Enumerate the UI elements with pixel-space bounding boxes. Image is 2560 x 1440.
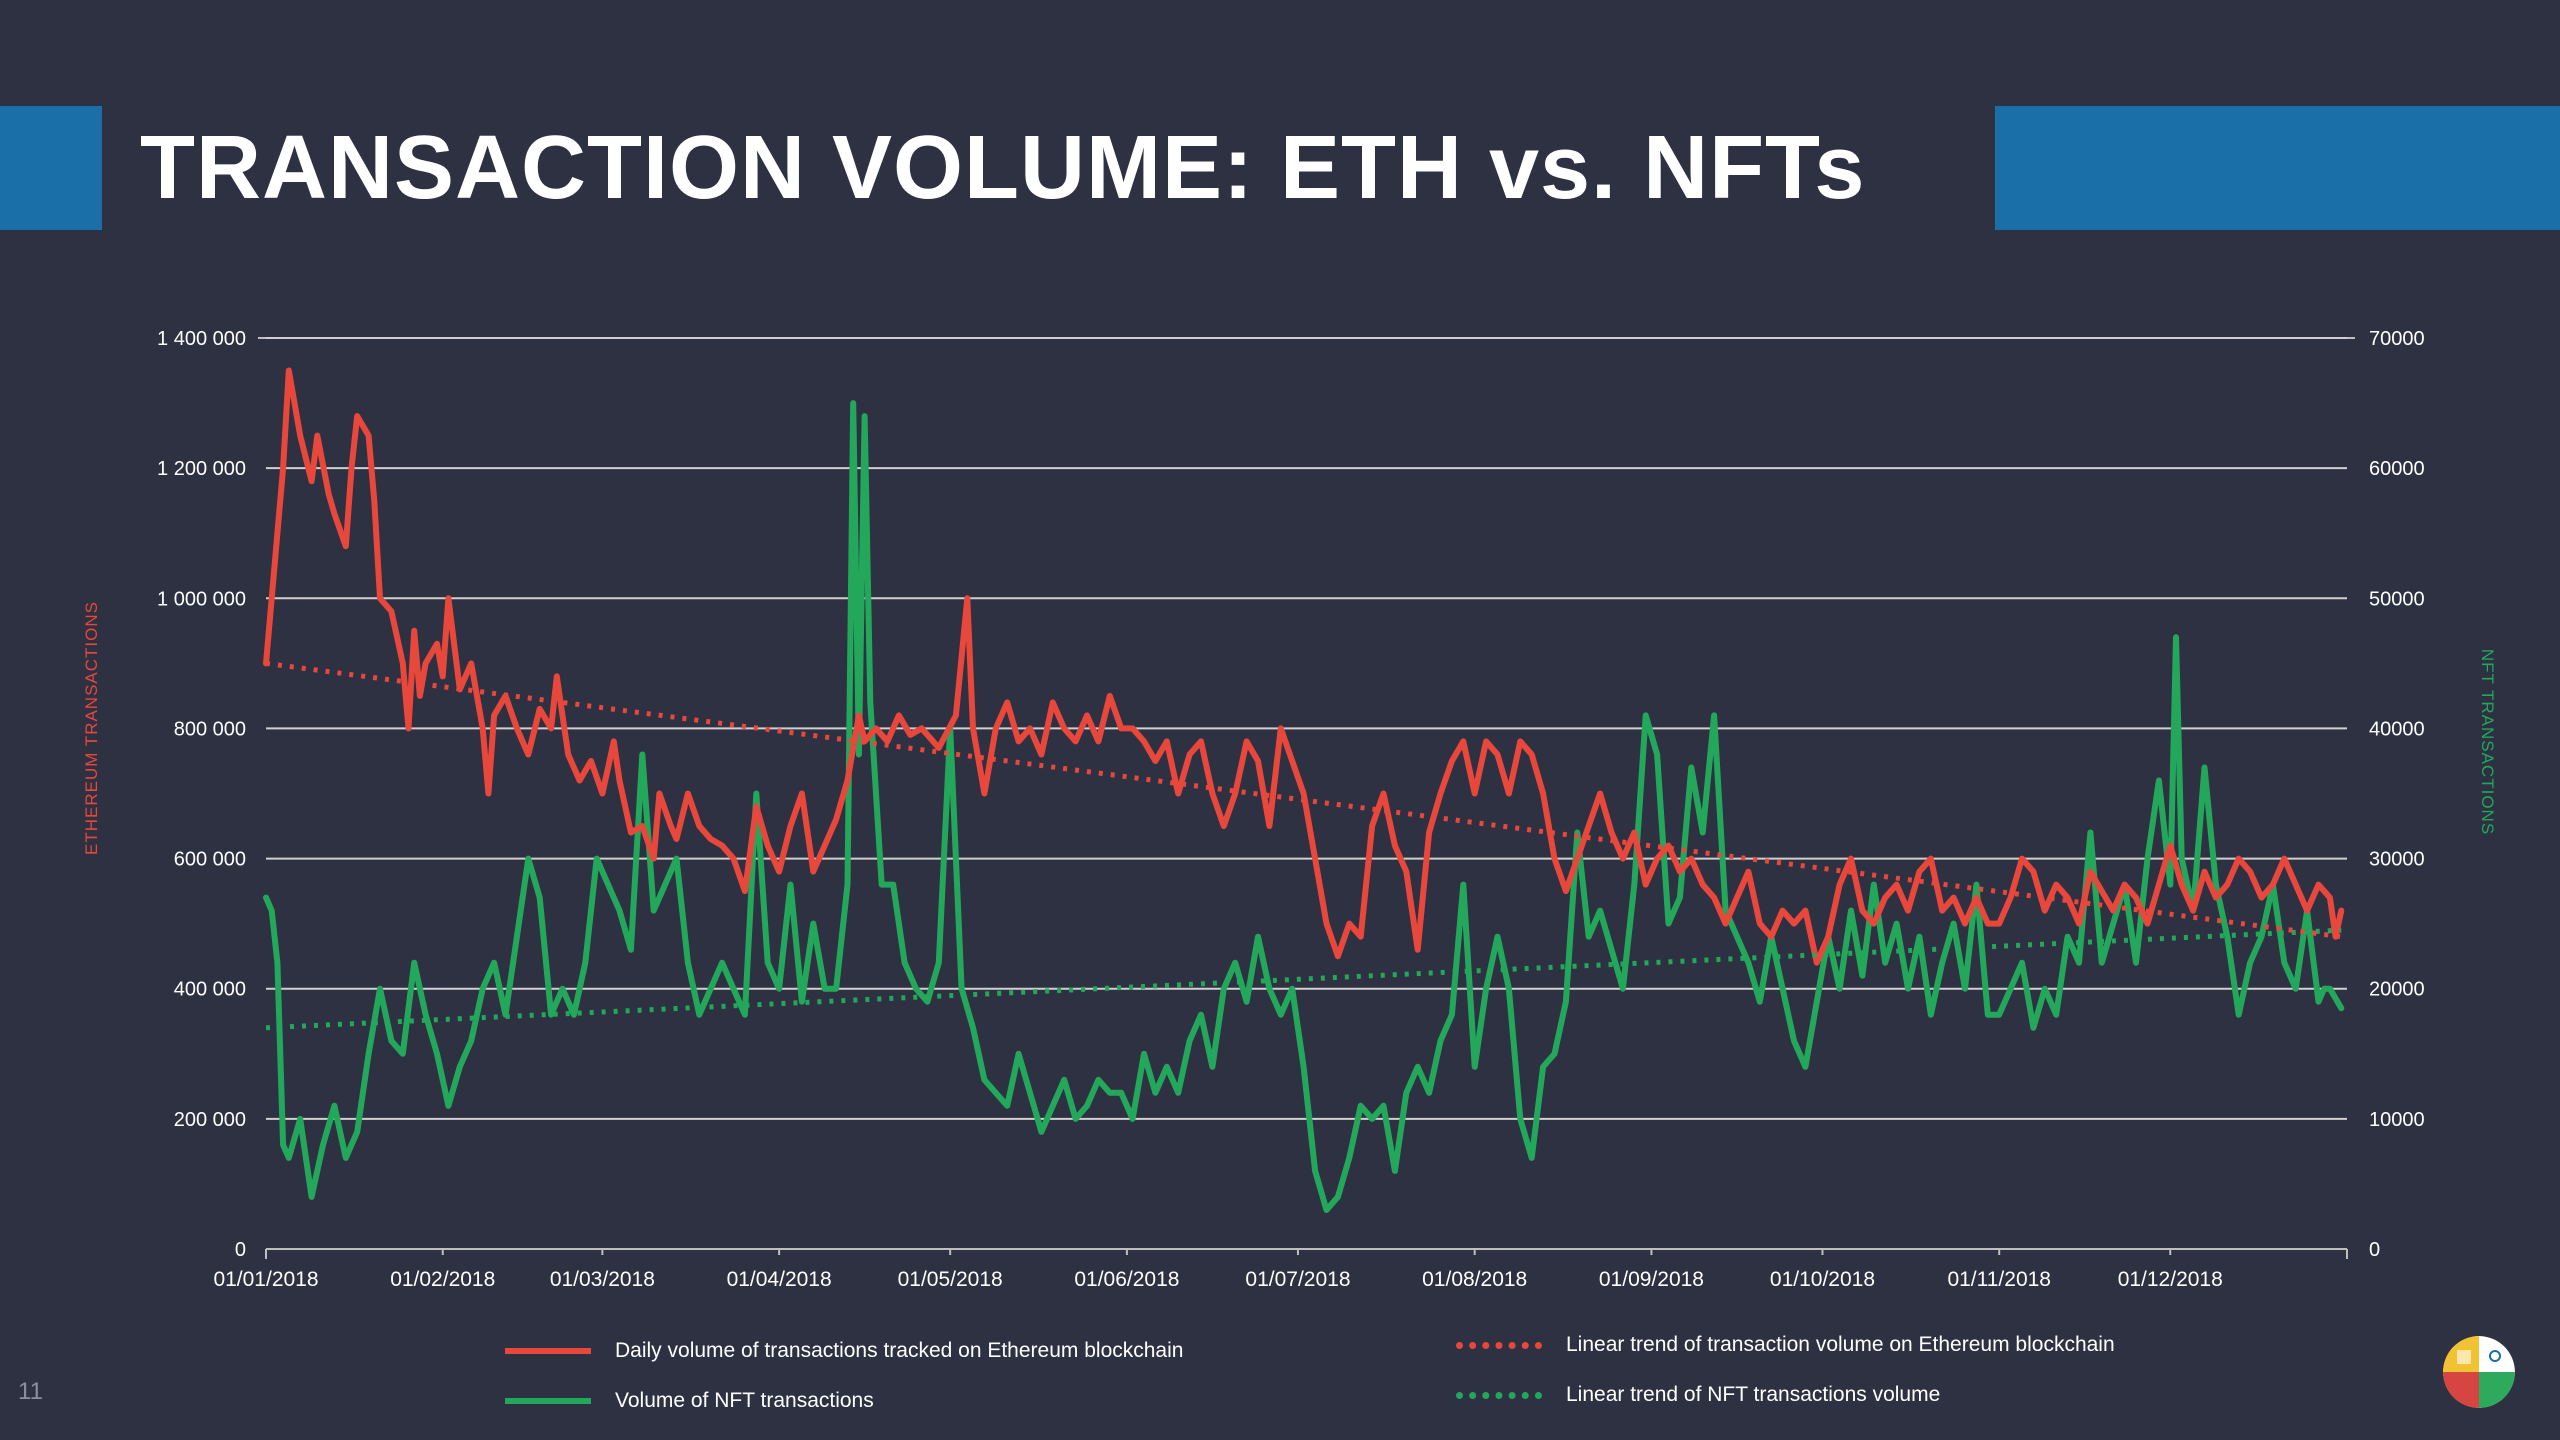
logo-mark-icon [2443, 1336, 2515, 1408]
legend-nft-volume-swatch [505, 1398, 591, 1404]
left-tick-label: 800 000 [174, 718, 246, 740]
right-tick-label: 60000 [2369, 458, 2425, 480]
legend-eth-daily: Daily volume of transactions tracked on … [505, 1336, 1183, 1366]
x-tick-label: 01/12/2018 [2118, 1268, 2223, 1291]
gridlines [266, 337, 2347, 1120]
axes [258, 337, 2355, 1259]
series-nft-trend [265, 927, 2342, 1031]
legend-nft-volume-label: Volume of NFT transactions [615, 1389, 874, 1412]
x-tick-label: 01/01/2018 [213, 1268, 318, 1291]
left-tick-label: 600 000 [174, 849, 246, 871]
series-eth-trend [265, 660, 2342, 940]
right-tick-labels: 0 10000 20000 30000 40000 50000 60000 70000 [2369, 328, 2425, 1261]
x-tick-label: 01/09/2018 [1599, 1268, 1704, 1291]
slide-number: 11 [18, 1378, 43, 1405]
title-band-left [0, 106, 102, 230]
x-tick-label: 01/03/2018 [550, 1268, 655, 1291]
legend-eth-trend-label: Linear trend of transaction volume on Et… [1566, 1333, 2115, 1356]
x-tick-label: 01/07/2018 [1245, 1268, 1350, 1291]
legend-eth-daily-label: Daily volume of transactions tracked on … [615, 1339, 1184, 1362]
x-tick-label: 01/06/2018 [1074, 1268, 1179, 1291]
series-layer [263, 367, 2345, 1213]
legend-nft-volume: Volume of NFT transactions [505, 1386, 874, 1416]
right-tick-label: 30000 [2369, 849, 2425, 871]
x-tick-label: 01/02/2018 [390, 1268, 495, 1291]
legend-nft-trend: Linear trend of NFT transactions volume [1456, 1380, 1940, 1410]
right-tick-label: 50000 [2369, 588, 2425, 610]
right-tick-label: 0 [2369, 1239, 2380, 1261]
x-tick-label: 01/11/2018 [1947, 1268, 2051, 1291]
right-tick-label: 70000 [2369, 328, 2425, 350]
left-tick-labels: 0 200 000 400 000 600 000 800 000 1 000 000 1 … [157, 328, 246, 1261]
company-logo [2443, 1336, 2515, 1408]
x-tick-label: 01/04/2018 [727, 1268, 832, 1291]
legend-eth-trend: Linear trend of transaction volume on Et… [1456, 1330, 2115, 1360]
x-tick-labels: 01/01/2018 01/02/2018 01/03/2018 01/04/2018… [213, 1268, 2222, 1291]
x-tick-label: 01/05/2018 [898, 1268, 1003, 1291]
x-tick-label: 01/10/2018 [1770, 1268, 1875, 1291]
legend-nft-trend-label: Linear trend of NFT transactions volume [1566, 1383, 1941, 1406]
left-tick-label: 200 000 [174, 1109, 246, 1131]
title-band-right [1995, 106, 2560, 230]
left-tick-label: 1 400 000 [157, 328, 246, 350]
right-tick-label: 40000 [2369, 718, 2425, 740]
left-tick-label: 1 000 000 [157, 588, 246, 610]
right-axis-title: NFT TRANSACTIONS [2478, 649, 2497, 835]
series-nft-volume [263, 400, 2345, 1213]
left-tick-label: 400 000 [174, 979, 246, 1001]
legend-eth-trend-swatch [1456, 1341, 1542, 1349]
right-tick-label: 20000 [2369, 979, 2425, 1001]
x-tick-label: 01/08/2018 [1422, 1268, 1527, 1291]
left-tick-label: 1 200 000 [157, 458, 246, 480]
series-eth-daily [263, 367, 2345, 966]
left-tick-label: 0 [235, 1239, 246, 1261]
slide-title: TRANSACTION VOLUME: ETH vs. NFTs [140, 118, 1866, 218]
left-axis-title: ETHEREUM TRANSACTIONS [82, 601, 101, 855]
legend-eth-daily-swatch [505, 1348, 591, 1354]
legend-nft-trend-swatch [1456, 1391, 1542, 1399]
right-tick-label: 10000 [2369, 1109, 2425, 1131]
